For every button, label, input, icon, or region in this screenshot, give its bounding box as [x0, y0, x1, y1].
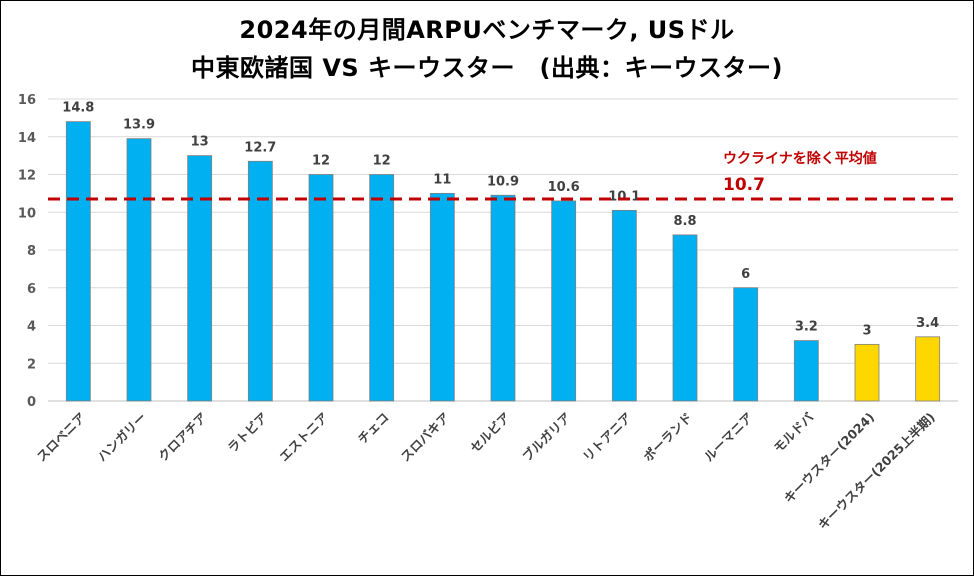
x-tick-label: クロアチア: [155, 410, 210, 465]
x-tick-label: セルビア: [467, 410, 513, 456]
y-tick-label: 0: [27, 395, 36, 410]
x-tick-label: ラトビア: [224, 410, 270, 456]
data-label: 3.4: [916, 316, 939, 331]
data-label: 10.9: [487, 174, 519, 189]
x-tick-label: エストニア: [276, 410, 331, 465]
bar: [490, 194, 516, 402]
data-label: 11: [433, 172, 451, 187]
average-annotation-value: 10.7: [723, 175, 765, 195]
data-label: 10.1: [608, 189, 640, 204]
bar: [429, 192, 455, 402]
data-label: 3.2: [795, 320, 818, 335]
chart-title: 2024年の月間ARPUベンチマーク, USドル: [239, 16, 735, 44]
bar: [854, 343, 880, 402]
x-tick-label: チェコ: [355, 410, 392, 447]
x-tick-label: スロベニア: [34, 410, 89, 465]
bar: [369, 174, 395, 402]
x-tick-label: ポーランド: [640, 410, 695, 465]
x-tick-label: リトアニア: [580, 410, 635, 465]
chart-subtitle: 中東欧諸国 VS キーウスター (出典：キーウスター): [190, 54, 783, 82]
x-tick-label: ハンガリー: [94, 410, 149, 465]
x-tick-label: スロバキア: [398, 410, 453, 465]
bars: [65, 121, 941, 402]
data-label: 6: [741, 267, 750, 282]
y-tick-label: 6: [27, 282, 36, 297]
bar: [247, 160, 273, 402]
bar: [611, 209, 637, 402]
bar: [733, 287, 759, 402]
bar: [126, 138, 152, 402]
data-label: 13.9: [123, 118, 155, 133]
x-tick-label: キーウスター(2025上半期): [815, 410, 938, 533]
data-label: 12: [373, 154, 391, 169]
y-tick-label: 4: [27, 320, 36, 335]
data-label: 10.6: [548, 180, 580, 195]
x-axis-labels: スロベニア ハンガリー クロアチア ラトビア エストニア チェコ スロバキア セルビア ブルガリ…: [34, 409, 938, 532]
y-tick-label: 2: [27, 357, 36, 372]
bar: [187, 155, 213, 402]
data-label: 3: [862, 323, 871, 338]
y-tick-label: 10: [18, 206, 36, 221]
bar: [793, 340, 819, 402]
y-tick-label: 8: [27, 244, 36, 259]
average-annotation-label: ウクライナを除く平均値: [723, 150, 877, 167]
bar: [65, 121, 91, 402]
data-label: 12: [312, 154, 330, 169]
x-tick-label: ブルガリア: [519, 410, 574, 465]
bar: [672, 234, 698, 402]
data-label: 12.7: [244, 140, 276, 155]
bar: [308, 174, 334, 402]
y-tick-label: 16: [18, 93, 36, 108]
data-label: 8.8: [673, 214, 696, 229]
data-label: 13: [191, 135, 209, 150]
y-tick-label: 14: [18, 131, 36, 146]
y-tick-label: 12: [18, 169, 36, 184]
data-labels: 14.8 13.9 13 12.7 12 12 11 10.9 10.6 10.1 8.8 6 3.2 3…: [62, 101, 939, 339]
data-label: 14.8: [62, 101, 94, 116]
x-tick-label: ルーマニア: [701, 410, 756, 465]
y-axis-ticks: 0 2 4 6 8 10 12 14 16: [18, 93, 36, 410]
bar: [915, 336, 941, 402]
bar: [551, 200, 577, 402]
x-tick-label: モルドバ: [770, 409, 816, 455]
